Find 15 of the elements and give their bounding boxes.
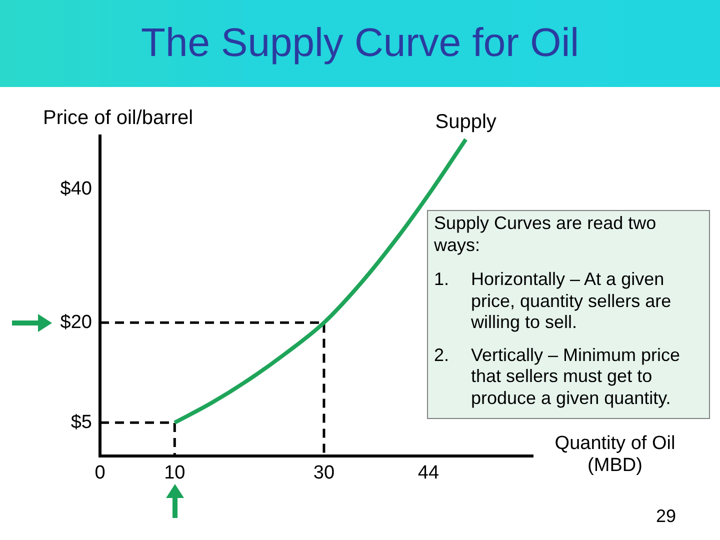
text: 2. Vertically – Minimum price that sellers must get to produce a given quantity. [434, 344, 680, 408]
y-axis-title: Price of oil/barrel [43, 106, 194, 130]
x-tick-label: 0 [94, 462, 106, 484]
y-tick-label: $20 [60, 312, 92, 333]
x-tick-label: 44 [418, 462, 440, 484]
chart-title: The Supply Curve for Oil [140, 20, 580, 66]
y-tick-label: $5 [70, 412, 92, 433]
text: 1. Horizontally – At a given price, quantity sellers are willing to sell. [434, 269, 672, 332]
x-axis-title: Quantity of Oil (MBD) [554, 433, 676, 477]
series-label: Supply [435, 110, 496, 133]
annotation: Supply Curves are read two ways: [434, 213, 658, 256]
y-tick-label: $40 [60, 178, 92, 200]
x-tick-label: 10 [164, 462, 186, 484]
x-tick-label: 30 [313, 462, 335, 484]
text: 29 [656, 505, 676, 527]
